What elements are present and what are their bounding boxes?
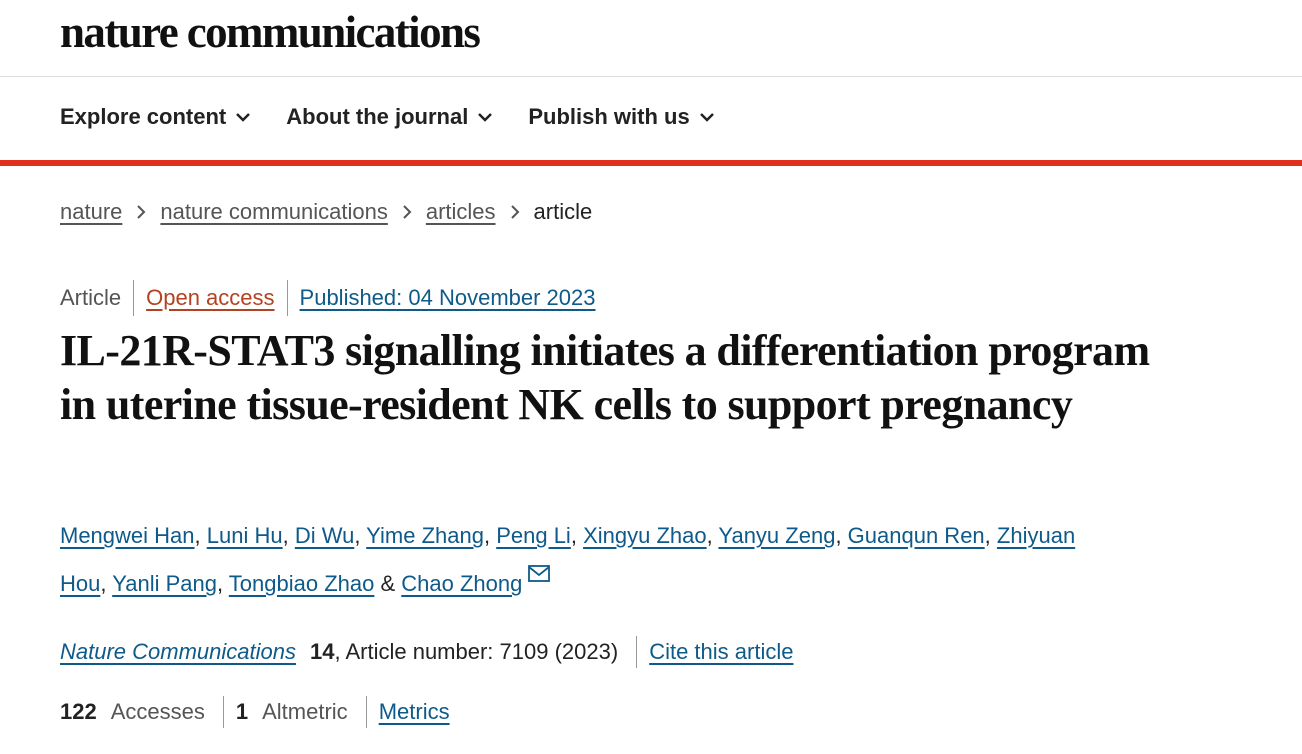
chevron [403,205,412,219]
chevron [510,205,519,219]
author-link[interactable]: Mengwei Han [60,523,195,548]
article-meta: Article Open access Published: 04 Novemb… [60,280,608,316]
nav-item[interactable]: Publish with us [528,104,714,130]
metrics-link[interactable]: Metrics [378,699,450,724]
breadcrumbs: nature nature communications articles ar… [60,199,592,225]
breadcrumb-link[interactable]: articles [425,199,496,224]
breadcrumb-link[interactable]: nature [60,199,123,224]
separator [365,696,367,728]
chevron [478,113,493,122]
author-separator: , [282,523,295,548]
author-link[interactable]: Yanli Pang [112,571,217,596]
author-separator: , [570,523,584,548]
author-list: Mengwei Han, Luni Hu, Di Wu, Yime Zhang,… [60,512,1180,608]
logo[interactable]: nature communications [60,7,481,57]
published-link[interactable]: Published: 04 November 2023 [286,280,608,316]
author-link[interactable]: Yanyu Zeng [718,523,836,548]
accent-bar [0,160,1302,166]
metrics: 122 Accesses 1 Altmetric Metrics [60,694,450,730]
author-separator: , [194,523,207,548]
chevron [236,113,251,122]
nav-label: About the journal [286,104,469,129]
chevron [699,113,714,122]
author-link[interactable]: Di Wu [294,523,355,548]
separator [222,696,224,728]
header-divider [0,76,1302,77]
altmetric-count: 1 [235,699,249,724]
article-title: IL-21R-STAT3 signalling initiates a diff… [60,326,1150,429]
journal: Nature Communications [60,639,296,665]
author-separator: , [100,571,113,596]
author-link[interactable]: Tongbiao Zhao [228,571,375,596]
nav-label: Explore content [60,104,227,129]
author-link[interactable]: Yime Zhang [366,523,484,548]
author-separator: , [835,523,848,548]
nav-item[interactable]: About the journal [286,104,493,130]
author-separator: , [483,523,497,548]
author-separator: , [354,523,367,548]
separator [636,636,638,668]
author-link[interactable]: Chao Zhong [401,571,523,596]
author-separator: , [706,523,719,548]
author-link[interactable]: Zhiyuan Hou [60,523,1076,596]
accesses-label: Accesses [110,699,205,724]
author-separator: & [374,571,402,596]
chevron [137,205,146,219]
author-link[interactable]: Xingyu Zhao [583,523,707,548]
author-link[interactable]: Guanqun Ren [847,523,985,548]
volume: 14 [309,639,335,664]
citation: Nature Communications 14 , Article numbe… [60,634,793,670]
author-link[interactable]: Luni Hu [206,523,283,548]
accesses-count: 122 [60,699,97,724]
article-type: Article [60,285,122,310]
citation-details: , Article number: 7109 (2023) [334,639,619,664]
nav-label: Publish with us [528,104,690,129]
altmetric-label: Altmetric [262,699,348,724]
nav-item[interactable]: Explore content [60,104,251,130]
breadcrumb-link[interactable]: nature communications [160,199,388,224]
nav: Explore content About the journal Publis… [60,104,714,130]
author-link[interactable]: Peng Li [496,523,571,548]
cite-link[interactable]: Cite this article [649,639,794,664]
email-icon[interactable] [528,565,551,583]
author-separator: , [984,523,997,548]
breadcrumb-current: article [533,199,593,224]
author-separator: , [216,571,229,596]
journal-link[interactable]: Nature Communications [60,639,296,664]
open-access-link[interactable]: Open access [133,280,286,316]
